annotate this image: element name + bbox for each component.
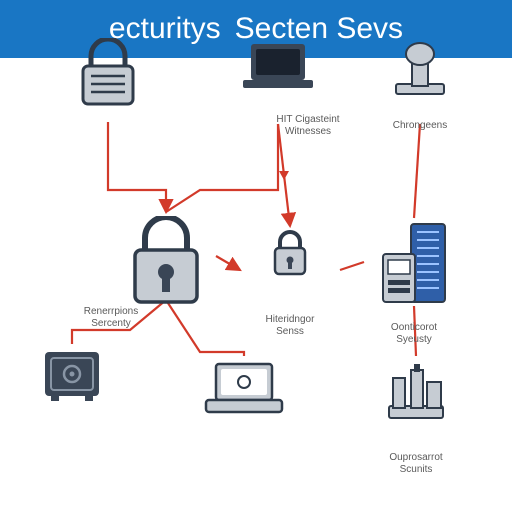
node-laptop-bottom [184, 360, 304, 418]
node-server: OonticorotSyeusty [354, 222, 474, 308]
node-label: Chrongeens [365, 120, 475, 132]
factory-icon [383, 360, 449, 422]
node-keyhole-lock: RenerrpionsSercenty [106, 216, 226, 308]
node-padlock-top [48, 38, 168, 108]
node-stamp-top: Chrongeens [360, 40, 480, 98]
safe-icon [41, 348, 103, 404]
stamp-icon [390, 40, 450, 98]
padlock-lined-icon [77, 38, 139, 108]
server-icon [379, 222, 449, 308]
node-label: HiteridngorSenss [235, 314, 345, 337]
laptop-open-icon [202, 360, 286, 418]
padlock-small-icon [270, 230, 310, 278]
node-label: RenerrpionsSercenty [56, 306, 166, 329]
node-safe [12, 348, 132, 404]
node-label: HIT CigasteintWitnesses [253, 114, 363, 137]
node-small-lock: HiteridngorSenss [230, 230, 350, 278]
padlock-keyhole-icon [127, 216, 205, 308]
node-label: OuprosarrotScunits [361, 452, 471, 475]
node-factory: OuprosarrotScunits [356, 360, 476, 422]
node-laptop-top: HIT CigasteintWitnesses [218, 40, 338, 94]
node-label: OonticorotSyeusty [359, 322, 469, 345]
laptop-dark-icon [239, 40, 317, 94]
